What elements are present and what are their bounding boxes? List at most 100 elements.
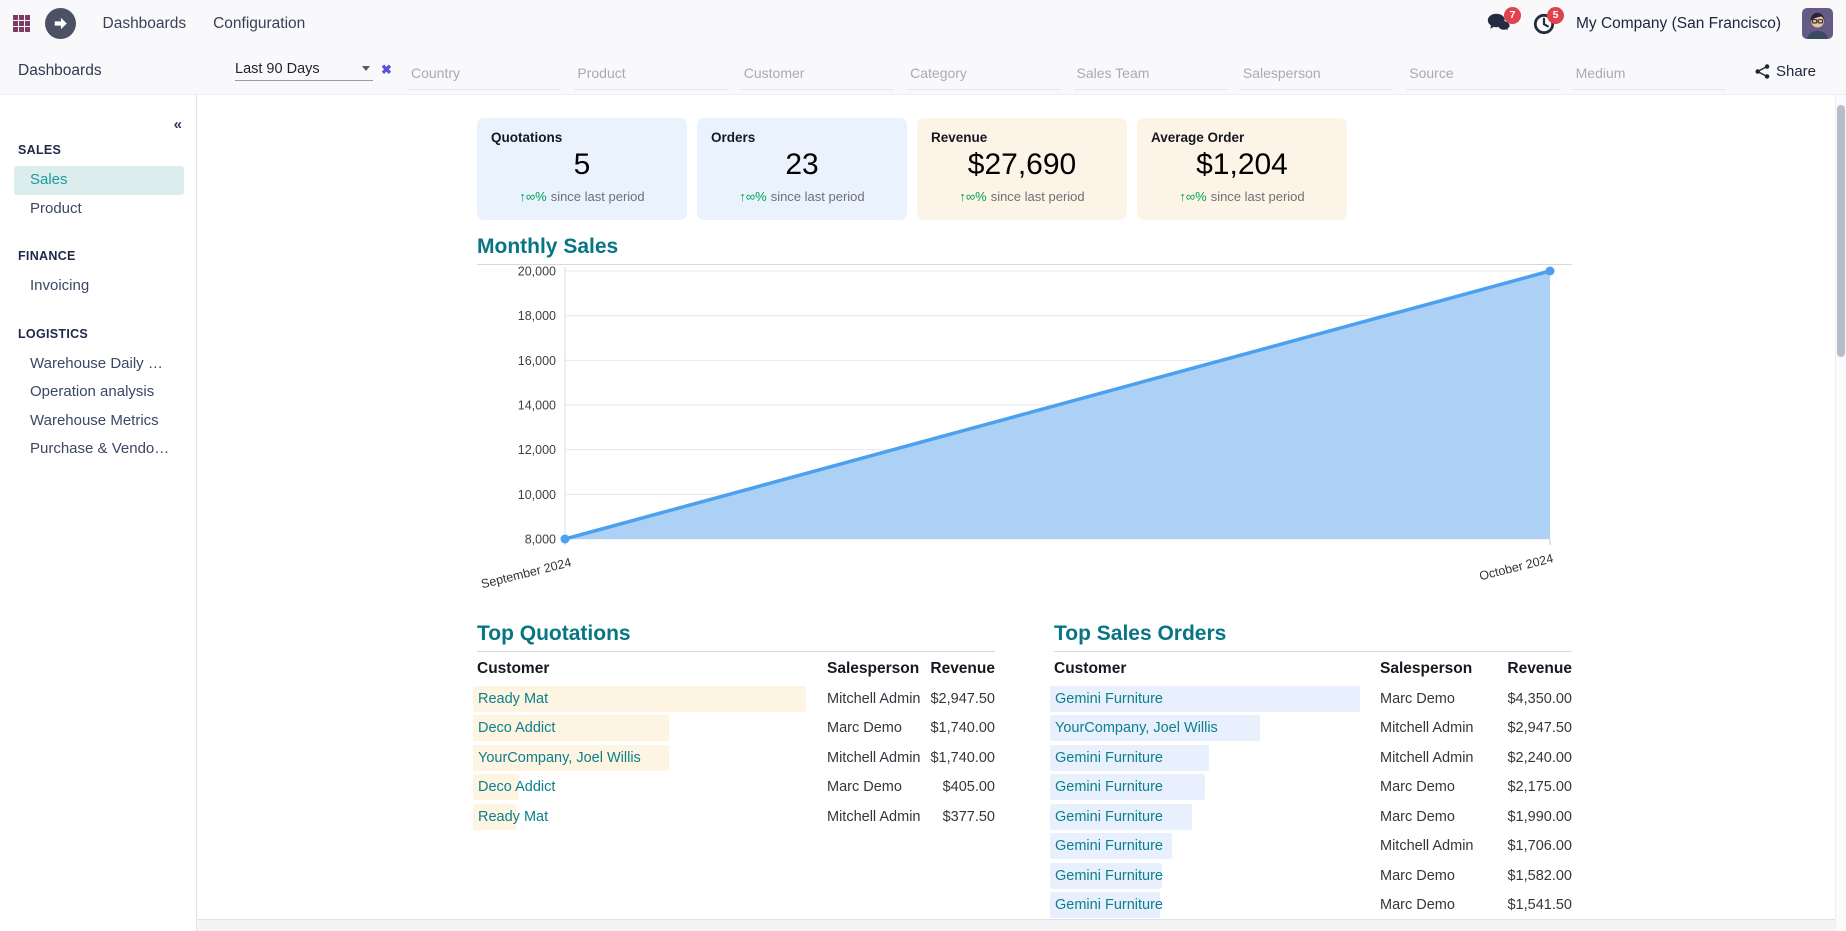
kpi-value: 23 — [785, 148, 819, 181]
vertical-scrollbar-thumb[interactable] — [1837, 105, 1845, 357]
customer-cell: Gemini Furniture — [1050, 833, 1380, 860]
sidebar-section-title: LOGISTICS — [18, 326, 89, 341]
filter-input-customer[interactable]: Customer — [740, 56, 895, 90]
revenue-bar — [473, 685, 806, 712]
kpi-trend: ↑∞% since last period — [959, 189, 1085, 204]
table-row: Gemini Furniture Mitchell Admin $1,706.00 — [1050, 832, 1572, 862]
customer-link[interactable]: Gemini Furniture — [1055, 838, 1163, 855]
revenue-bar — [1050, 774, 1205, 801]
customer-link[interactable]: Gemini Furniture — [1055, 808, 1163, 825]
table-row: Gemini Furniture Marc Demo $1,990.00 — [1050, 802, 1572, 832]
sidebar-item-warehouse-daily[interactable]: Warehouse Daily … — [30, 354, 163, 372]
customer-cell: YourCompany, Joel Willis — [1050, 715, 1380, 742]
filter-input-sales-team[interactable]: Sales Team — [1073, 56, 1227, 90]
sidebar-item-product[interactable]: Product — [30, 199, 82, 217]
filter-input-product[interactable]: Product — [574, 56, 728, 90]
customer-cell: Deco Addict — [473, 715, 827, 742]
user-avatar[interactable] — [1802, 8, 1833, 39]
activities-icon[interactable]: 5 — [1533, 6, 1564, 35]
filter-input-medium[interactable]: Medium — [1572, 56, 1726, 90]
apps-menu-icon[interactable] — [13, 15, 30, 32]
customer-cell: YourCompany, Joel Willis — [473, 744, 827, 771]
sidebar-item-invoicing[interactable]: Invoicing — [30, 277, 90, 294]
customer-cell: Ready Mat — [473, 803, 827, 830]
dashboards-app-icon[interactable] — [44, 8, 76, 39]
table-title: Top Quotations — [477, 622, 631, 645]
menu-dashboards[interactable]: Dashboards — [102, 14, 187, 32]
trend-up-icon: ↑∞% — [1179, 189, 1207, 204]
arrow-right-icon — [54, 17, 67, 30]
revenue-cell: $1,740.00 — [930, 720, 995, 737]
revenue-bar — [1050, 715, 1260, 742]
monthly-sales-section: Monthly Sales 8,000 10,000 12,000 14,000 16,… — [477, 235, 1572, 595]
tables-row: Top Quotations Customer Salesperson Revenue… — [473, 622, 1572, 931]
customer-cell: Deco Addict — [473, 774, 827, 801]
nav-left: Dashboards Configuration — [0, 8, 305, 39]
sales-area-chart: 8,000 10,000 12,000 14,000 16,000 18,000 20,00… — [480, 265, 1555, 591]
svg-text:14,000: 14,000 — [518, 399, 556, 413]
revenue-bar — [473, 774, 519, 801]
salesperson-cell: Mitchell Admin — [1380, 749, 1474, 766]
section-divider — [1054, 651, 1572, 652]
kpi-card-revenue: Revenue $27,690 ↑∞% since last period — [917, 118, 1127, 220]
revenue-cell: $405.00 — [942, 779, 995, 796]
kpi-card-average-order: Average Order $1,204 ↑∞% since last period — [1137, 118, 1347, 220]
customer-link[interactable]: Ready Mat — [478, 690, 549, 707]
customer-link[interactable]: YourCompany, Joel Willis — [478, 749, 641, 766]
collapse-sidebar-button[interactable]: « — [173, 116, 182, 133]
kpi-card-orders: Orders 23 ↑∞% since last period — [697, 118, 907, 220]
customer-link[interactable]: Deco Addict — [478, 779, 556, 796]
kpi-value: 5 — [573, 148, 591, 181]
customer-cell: Ready Mat — [473, 685, 827, 712]
salesperson-cell: Marc Demo — [827, 720, 902, 737]
customer-link[interactable]: Gemini Furniture — [1055, 897, 1163, 914]
customer-link[interactable]: YourCompany, Joel Willis — [1055, 720, 1218, 737]
sidebar-item-sales[interactable]: Sales — [14, 166, 184, 195]
table-row: Deco Addict Marc Demo $1,740.00 — [473, 714, 995, 744]
kpi-value: $27,690 — [967, 148, 1077, 181]
company-switcher[interactable]: My Company (San Francisco) — [1575, 14, 1781, 32]
nav-right: 7 5 My Company (San Francisco) — [1487, 6, 1846, 39]
share-button[interactable]: Share — [1749, 47, 1822, 95]
messages-icon[interactable]: 7 — [1487, 7, 1521, 34]
activities-badge: 5 — [1546, 6, 1564, 24]
clear-period-filter-button[interactable]: ✖ — [381, 62, 392, 77]
customer-link[interactable]: Deco Addict — [478, 720, 556, 737]
sidebar-nav: SALES Sales Product FINANCE Invoicing LOGISTI… — [0, 95, 196, 464]
kpi-label: Quotations — [491, 130, 563, 145]
customer-link[interactable]: Gemini Furniture — [1055, 749, 1163, 766]
sidebar-item-warehouse-metrics[interactable]: Warehouse Metrics — [30, 411, 159, 429]
salesperson-cell: Marc Demo — [1380, 897, 1455, 914]
vertical-scrollbar-track[interactable] — [1835, 95, 1846, 931]
filter-input-source[interactable]: Source — [1406, 56, 1560, 90]
revenue-cell: $1,706.00 — [1507, 838, 1572, 855]
sidebar-section-title: FINANCE — [18, 249, 76, 263]
kpi-label: Average Order — [1151, 130, 1245, 145]
revenue-bar — [1050, 685, 1360, 712]
kpi-trend: ↑∞% since last period — [519, 189, 645, 204]
revenue-cell: $2,947.50 — [930, 690, 995, 707]
filter-input-salesperson[interactable]: Salesperson — [1239, 56, 1394, 90]
sidebar-item-operation-analysis[interactable]: Operation analysis — [30, 383, 155, 400]
table-top-sales-orders: Top Sales Orders Customer Salesperson Reven… — [1050, 622, 1572, 931]
filter-input-country[interactable]: Country — [408, 56, 562, 90]
revenue-bar — [1050, 744, 1210, 771]
table-header: Customer Salesperson Revenue — [477, 654, 995, 684]
salesperson-cell: Marc Demo — [1380, 867, 1455, 884]
customer-link[interactable]: Ready Mat — [478, 808, 549, 825]
customer-link[interactable]: Gemini Furniture — [1055, 867, 1163, 884]
sidebar-item-purchase-vendo[interactable]: Purchase & Vendo… — [30, 440, 170, 457]
column-header-revenue: Revenue — [1507, 660, 1572, 677]
customer-cell: Gemini Furniture — [1050, 892, 1380, 919]
menu-configuration[interactable]: Configuration — [213, 14, 306, 32]
revenue-bar — [1050, 862, 1163, 889]
salesperson-cell: Mitchell Admin — [827, 749, 921, 766]
filter-input-category[interactable]: Category — [907, 56, 1061, 90]
customer-link[interactable]: Gemini Furniture — [1055, 690, 1163, 707]
period-filter-select[interactable]: Last 90 Days — [235, 57, 373, 81]
kpi-row: Quotations 5 ↑∞% since last period Orders 23 ↑… — [477, 118, 1347, 220]
column-header-revenue: Revenue — [930, 660, 995, 677]
svg-text:12,000: 12,000 — [518, 443, 556, 457]
customer-link[interactable]: Gemini Furniture — [1055, 779, 1163, 796]
trend-up-icon: ↑∞% — [959, 189, 987, 204]
